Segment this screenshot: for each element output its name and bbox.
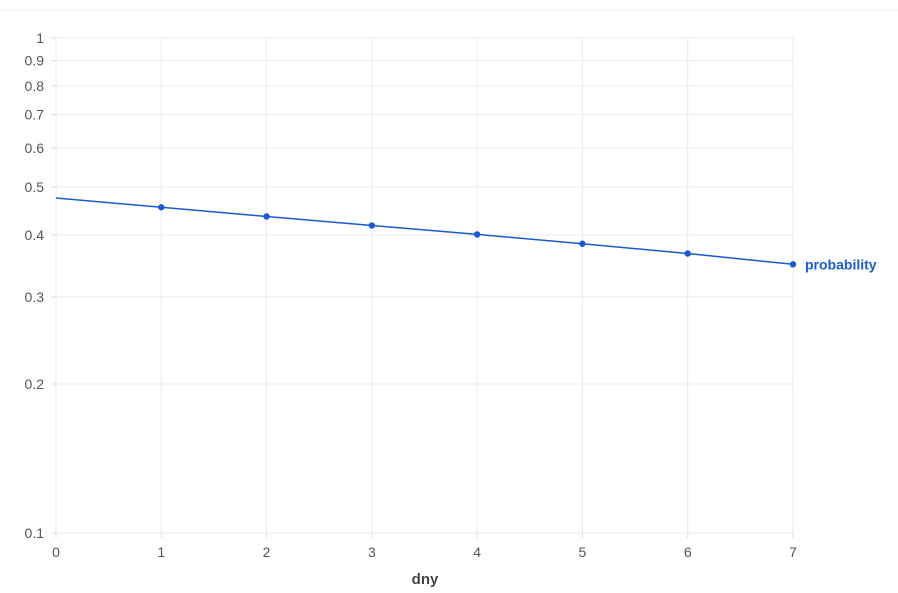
y-tick-label: 0.9 [25,53,45,69]
x-tick-label: 0 [52,544,60,560]
data-point [579,240,586,247]
y-tick-label: 1 [36,30,44,46]
x-tick-label: 7 [789,544,797,560]
y-tick-label: 0.6 [25,140,45,156]
series-label-probability: probability [805,256,877,272]
x-axis-ticks: 0 1 2 3 4 5 6 7 [52,544,797,560]
y-tick-label: 0.5 [25,179,45,195]
x-tick-label: 3 [368,544,376,560]
x-axis-title: dny [412,571,439,588]
y-tick-label: 0.1 [25,525,45,541]
x-tick-label: 1 [157,544,165,560]
data-point [789,261,797,268]
x-tick-label: 2 [263,544,271,560]
x-tick-label: 5 [579,544,587,560]
data-point [368,222,376,229]
y-tick-label: 0.7 [25,107,45,123]
y-gridlines [51,37,793,534]
y-tick-label: 0.3 [25,289,45,305]
series-group: probability [55,197,877,272]
probability-line [55,197,794,266]
y-tick-label: 0.4 [25,227,45,243]
data-point [684,250,691,257]
data-point [473,231,481,238]
x-tick-label: 6 [684,544,692,560]
y-axis-ticks: 0.1 0.2 0.3 0.4 0.5 0.6 0.7 0.8 0.9 1 [25,30,45,541]
y-tick-label: 0.8 [25,78,45,94]
data-point [263,213,270,220]
x-gridlines [55,38,794,538]
y-tick-label: 0.2 [25,376,45,392]
data-point [158,204,165,211]
x-tick-label: 4 [473,544,481,560]
